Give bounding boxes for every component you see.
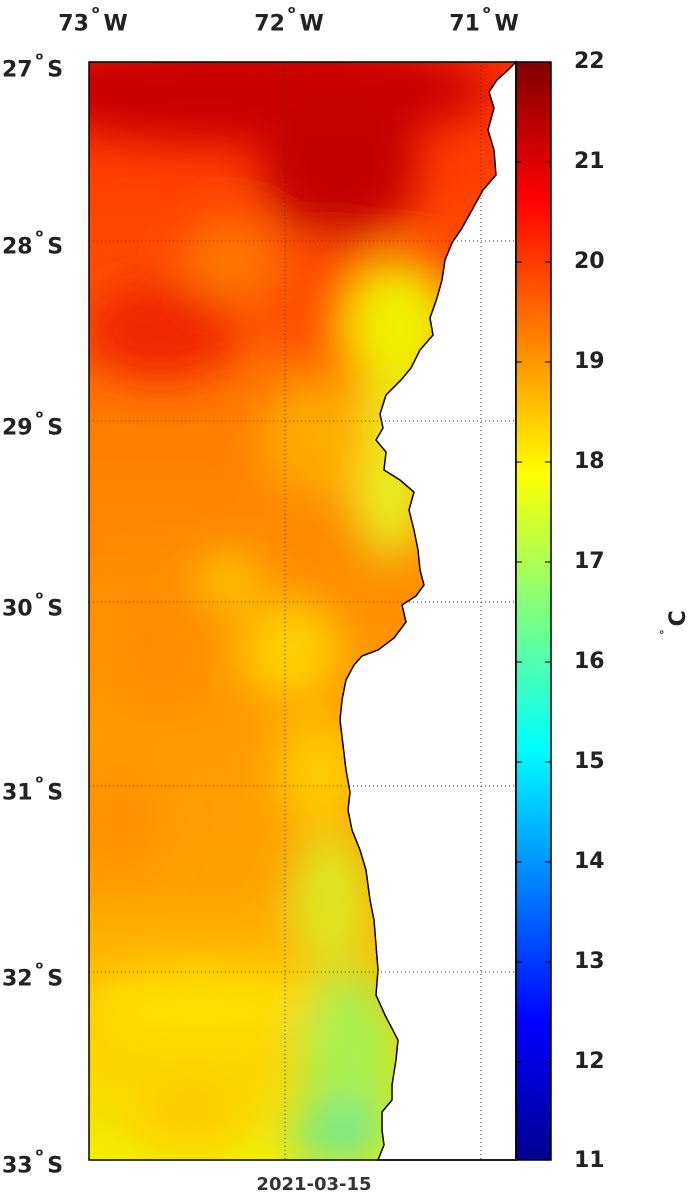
colorbar-label-18: 18 (574, 449, 605, 474)
lon-label-72w: 72oW (254, 3, 324, 37)
lat-label-32s: 32oS (2, 958, 64, 992)
lat-label-31s: 31oS (2, 772, 64, 806)
colorbar-label-19: 19 (574, 349, 605, 374)
colorbar-label-21: 21 (574, 149, 605, 174)
lat-label-28s: 28oS (2, 226, 64, 260)
colorbar (515, 61, 552, 1161)
colorbar-label-14: 14 (574, 849, 605, 874)
colorbar-label-15: 15 (574, 749, 605, 774)
lat-label-27s: 27oS (2, 49, 64, 83)
colorbar-label-20: 20 (574, 249, 605, 274)
graticule (89, 62, 516, 1160)
colorbar-ticks (516, 161, 551, 1063)
map-date-label: 2021-03-15 (256, 1174, 372, 1195)
lat-label-33s: 33oS (2, 1145, 64, 1179)
lon-label-71w: 71oW (449, 3, 519, 37)
colorbar-label-16: 16 (574, 649, 605, 674)
colorbar-label-17: 17 (574, 549, 605, 574)
colorbar-label-11: 11 (574, 1148, 605, 1173)
lon-label-73w: 73oW (58, 3, 128, 37)
colorbar-label-13: 13 (574, 949, 605, 974)
colorbar-label-12: 12 (574, 1049, 605, 1074)
colorbar-unit-label: °C (657, 610, 691, 635)
colorbar-label-22: 22 (574, 49, 605, 74)
lat-label-30s: 30oS (2, 588, 64, 622)
lat-label-29s: 29oS (2, 407, 64, 441)
